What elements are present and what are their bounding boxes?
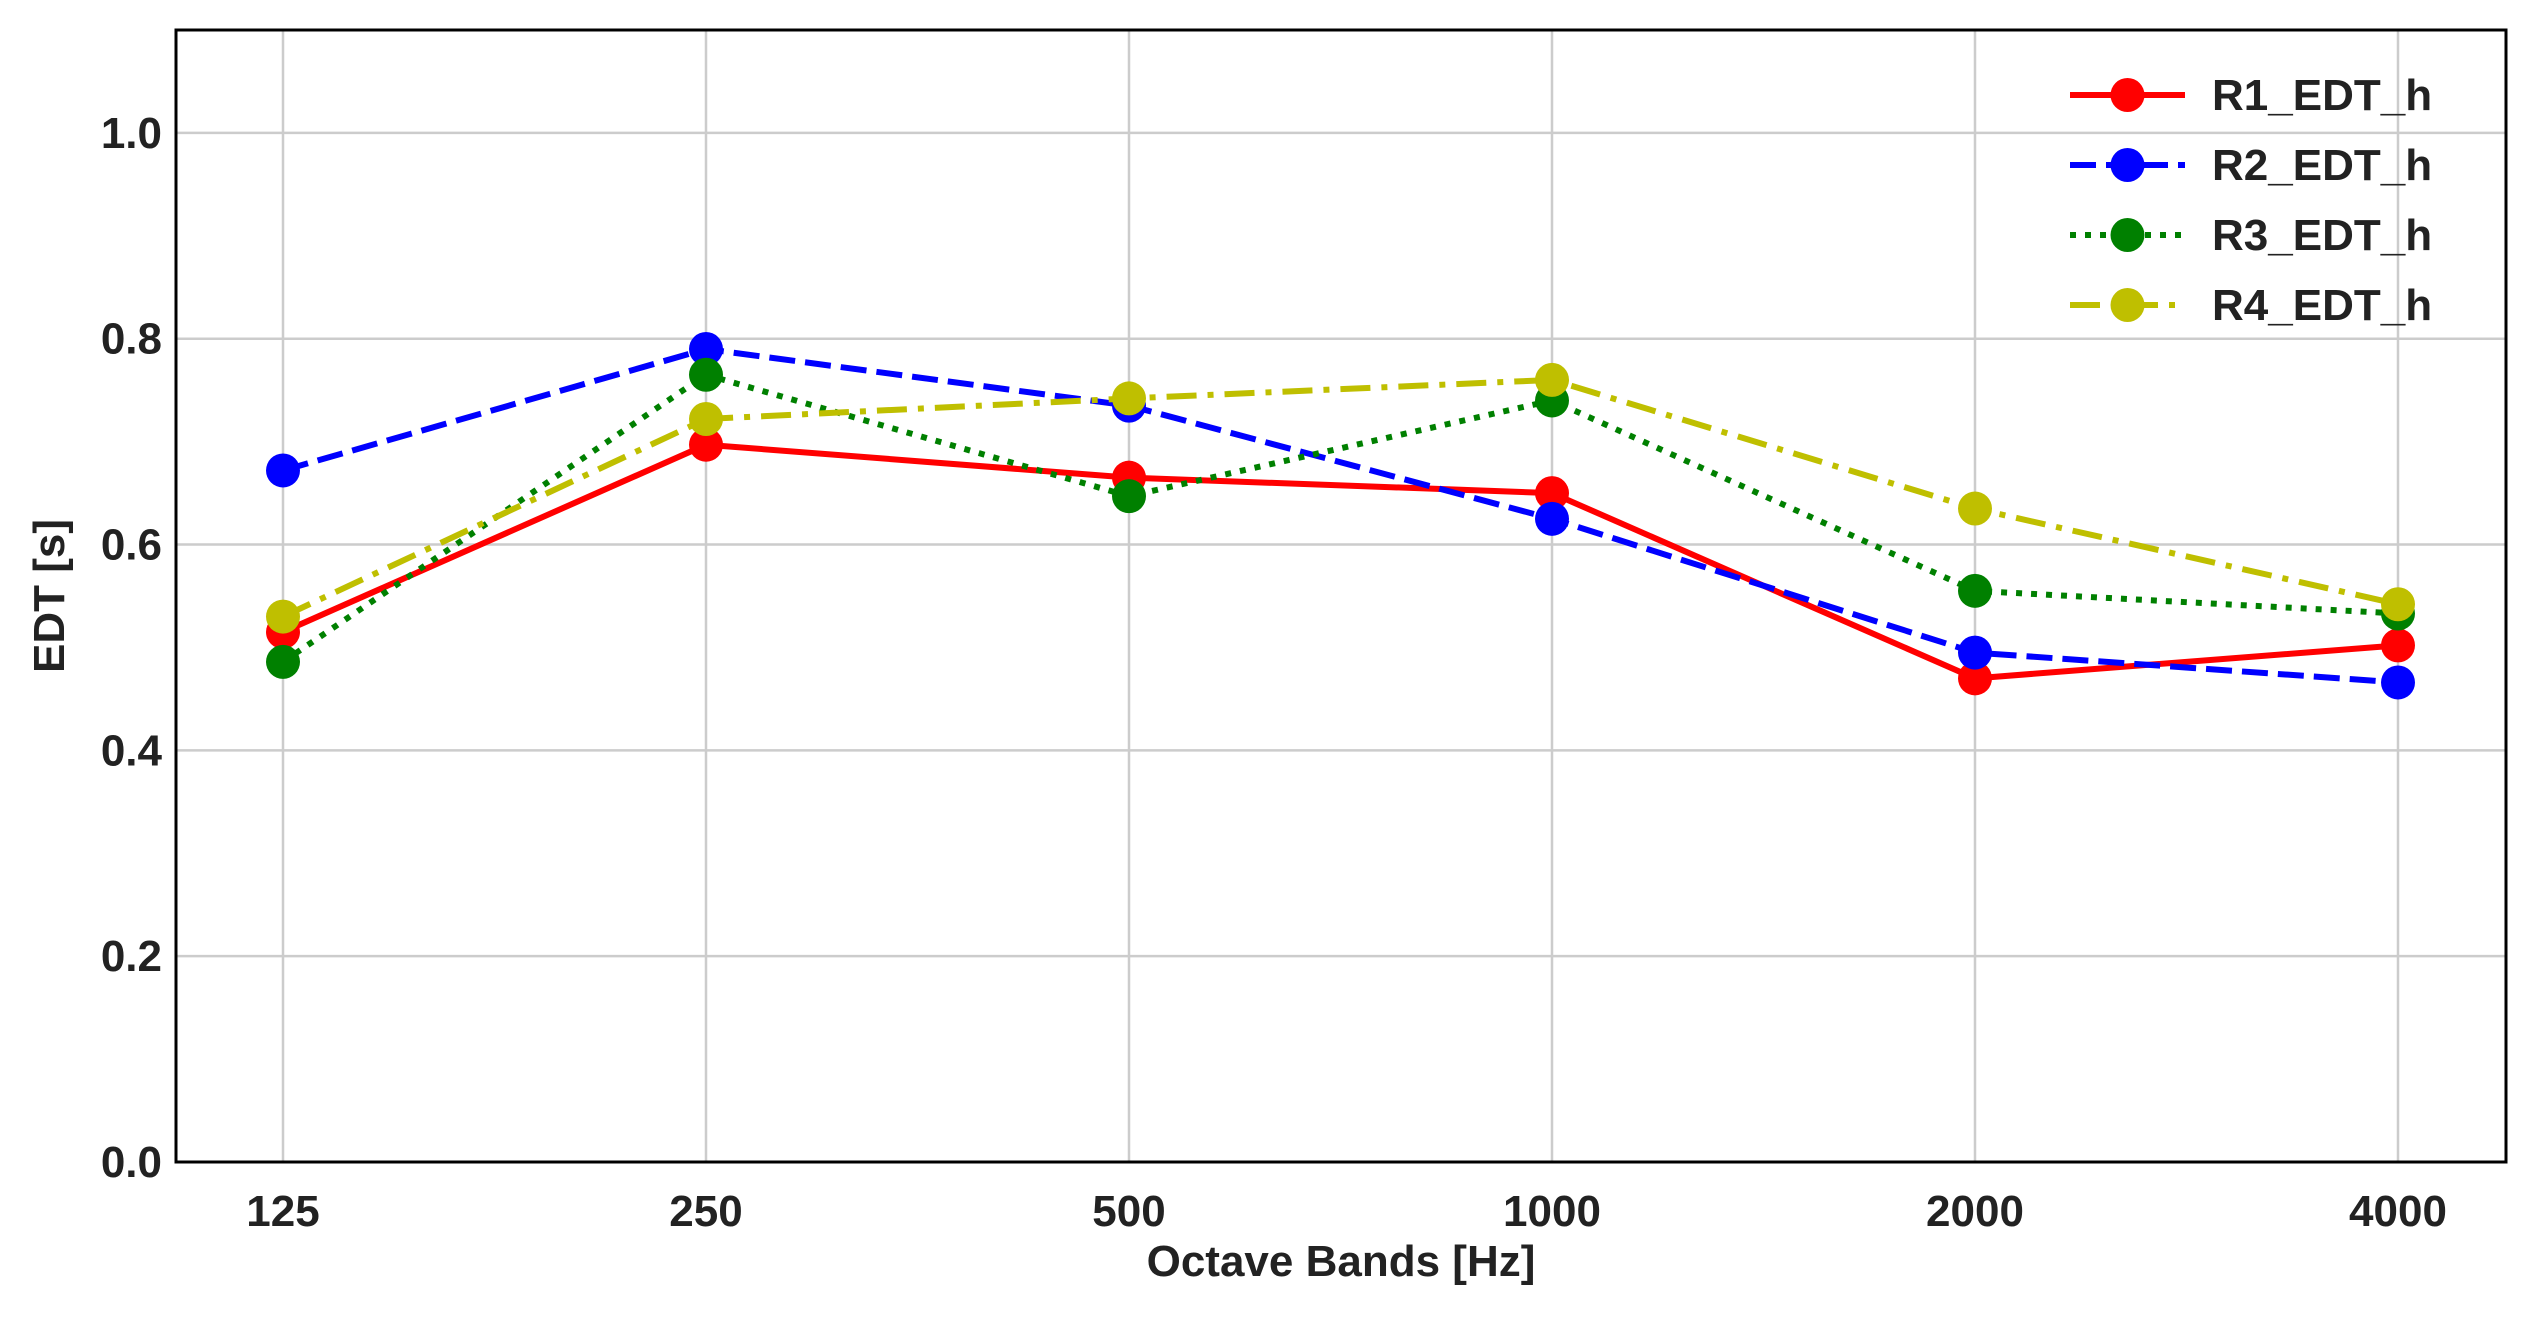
- y-tick-label: 1.0: [101, 109, 162, 158]
- x-tick-label: 500: [1092, 1187, 1165, 1236]
- data-point: [689, 332, 723, 367]
- y-tick-label: 0.4: [101, 726, 163, 775]
- legend-label: R2_EDT_h: [2212, 141, 2432, 190]
- x-tick-label: 2000: [1926, 1187, 2024, 1236]
- legend-item: R2_EDT_h: [2070, 141, 2432, 190]
- y-tick-label: 0.0: [101, 1138, 162, 1187]
- data-point: [1535, 501, 1569, 536]
- data-point: [2381, 587, 2415, 622]
- legend-item: R3_EDT_h: [2070, 211, 2432, 260]
- y-tick-label: 0.2: [101, 932, 162, 981]
- data-point: [2381, 628, 2415, 663]
- series-line: [281, 441, 2399, 682]
- x-axis-title: Octave Bands [Hz]: [1147, 1237, 1536, 1286]
- series-line: [281, 376, 2399, 620]
- data-point: [1958, 491, 1992, 526]
- legend-label: R4_EDT_h: [2212, 281, 2432, 330]
- legend-label: R3_EDT_h: [2212, 211, 2432, 260]
- legend-marker: [2110, 78, 2145, 112]
- series-R1_EDT_h: [266, 427, 2415, 696]
- x-tick-label: 125: [246, 1187, 319, 1236]
- legend: R1_EDT_h R2_EDT_h R3_EDT_h R4_EDT_h: [2070, 71, 2432, 330]
- data-point: [266, 644, 300, 679]
- series-line: [282, 346, 2399, 686]
- grid: [176, 30, 2506, 1164]
- data-point: [266, 599, 300, 634]
- y-axis-title: EDT [s]: [25, 519, 74, 673]
- series-line: [281, 371, 2399, 665]
- data-point: [2381, 665, 2415, 700]
- tick-labels: 125 250 500 1000 2000 4000 0.0 0.2 0.4 0.6 0.8 1.0: [101, 109, 2447, 1236]
- x-tick-label: 4000: [2349, 1187, 2447, 1236]
- y-tick-label: 0.8: [101, 315, 162, 364]
- data-point: [689, 401, 723, 436]
- data-point: [689, 427, 723, 462]
- series-R4_EDT_h: [266, 362, 2415, 634]
- data-point: [1535, 362, 1569, 397]
- legend-label: R1_EDT_h: [2212, 71, 2432, 120]
- series-group: [266, 332, 2415, 700]
- legend-item: R1_EDT_h: [2070, 71, 2432, 120]
- data-point: [1958, 573, 1992, 608]
- data-point: [1958, 661, 1992, 696]
- x-tick-label: 250: [669, 1187, 742, 1236]
- y-tick-label: 0.6: [101, 521, 162, 570]
- x-tick-label: 1000: [1503, 1187, 1601, 1236]
- legend-marker: [2110, 218, 2145, 252]
- legend-marker: [2110, 288, 2145, 322]
- plot-frame: [174, 28, 2508, 1164]
- data-point: [1112, 479, 1146, 514]
- series-R2_EDT_h: [266, 332, 2415, 700]
- data-point: [266, 453, 300, 488]
- data-point: [1112, 381, 1146, 416]
- data-point: [689, 357, 723, 392]
- data-point: [1535, 476, 1569, 511]
- series-R3_EDT_h: [266, 357, 2415, 679]
- legend-marker: [2110, 148, 2145, 182]
- legend-item: R4_EDT_h: [2070, 281, 2432, 330]
- data-point: [1958, 635, 1992, 670]
